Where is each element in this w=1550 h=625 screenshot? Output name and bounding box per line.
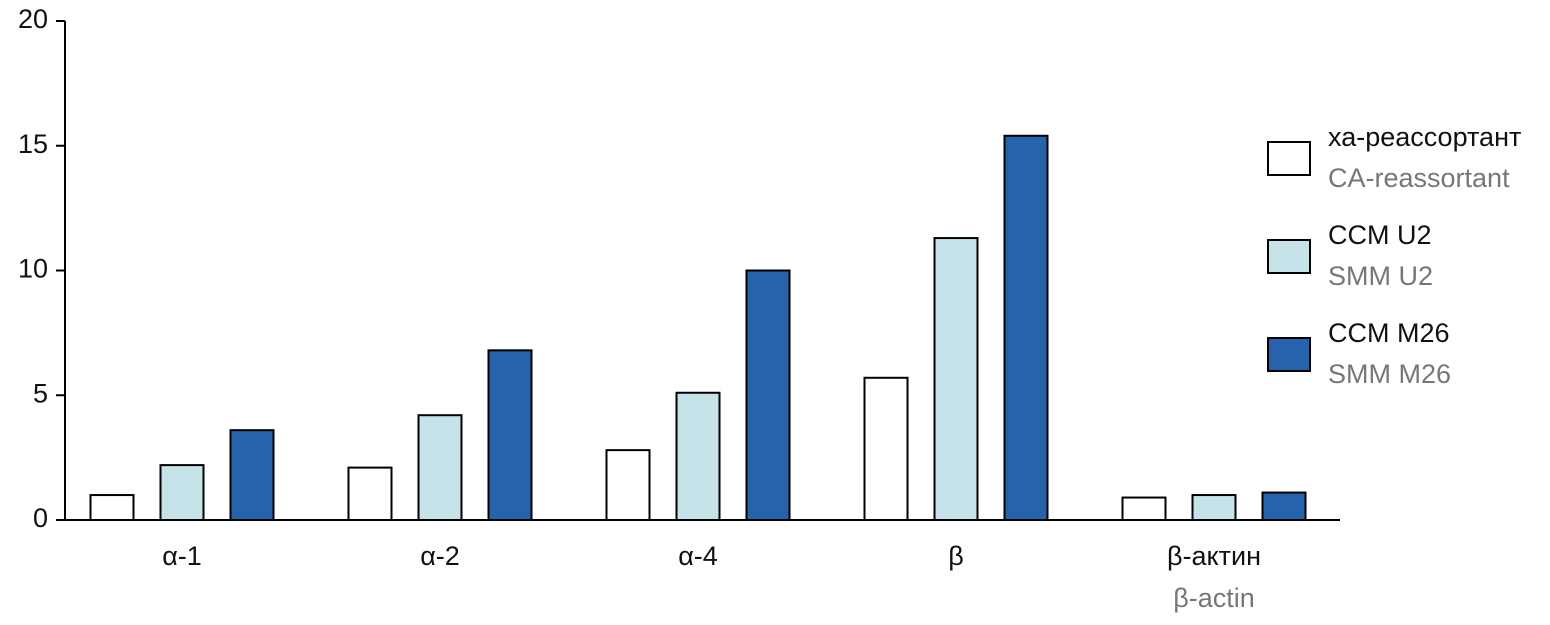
legend-label: ха-реассортант (1328, 122, 1521, 152)
bar (487, 349, 533, 521)
bar (1121, 496, 1167, 522)
x-tick-label: α-4 (678, 541, 718, 571)
bar (675, 391, 721, 522)
bar (745, 269, 791, 521)
x-tick-label: β-актин (1167, 541, 1261, 571)
bar (229, 429, 275, 521)
legend-swatch (1267, 141, 1311, 176)
bar (605, 449, 651, 522)
legend-label: CCM U2 (1328, 220, 1432, 250)
bar (1261, 491, 1307, 521)
bar (347, 466, 393, 522)
bar (89, 494, 135, 521)
x-tick-label: β (948, 541, 964, 571)
bar (1003, 134, 1049, 522)
legend-swatch (1267, 239, 1311, 274)
legend-sublabel: SMM M26 (1328, 359, 1451, 389)
bar (417, 414, 463, 521)
y-tick-label: 20 (18, 4, 48, 34)
x-tick-label: α-1 (162, 541, 202, 571)
y-tick-label: 15 (18, 129, 48, 159)
y-tick-label: 5 (33, 378, 48, 408)
bar (1191, 494, 1237, 521)
legend-swatch (1267, 337, 1311, 372)
bar (863, 376, 909, 521)
x-tick-label: α-2 (420, 541, 460, 571)
x-tick-sublabel: β-actin (1173, 583, 1255, 613)
legend-sublabel: CA-reassortant (1328, 163, 1510, 193)
legend-label: CCM M26 (1328, 318, 1450, 348)
y-tick-label: 10 (18, 254, 48, 284)
bar (159, 464, 205, 521)
bar (933, 237, 979, 521)
legend-sublabel: SMM U2 (1328, 261, 1433, 291)
y-tick-label: 0 (33, 503, 48, 533)
